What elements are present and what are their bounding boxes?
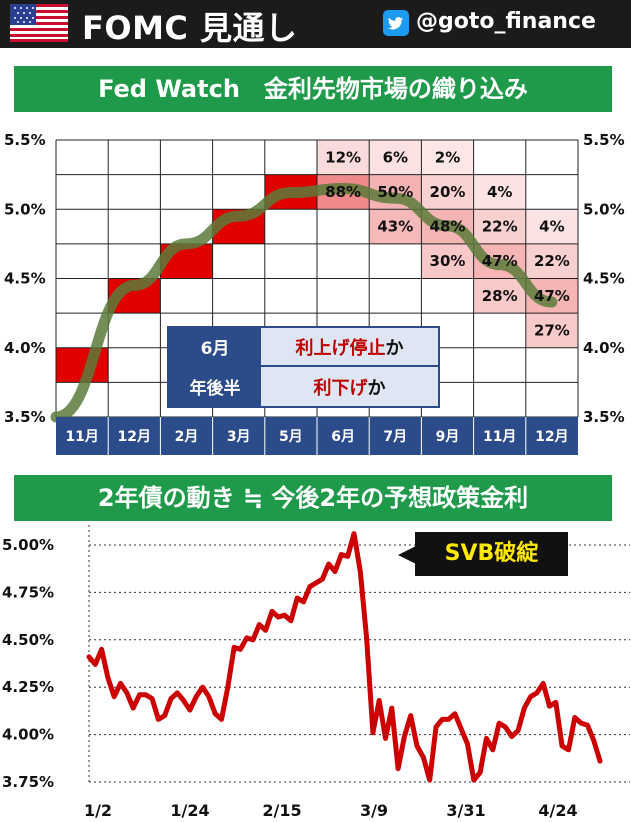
month-tick: 11月	[65, 429, 98, 445]
prob-label: 4%	[487, 183, 512, 201]
month-tick: 6月	[331, 429, 355, 445]
hike-cell	[108, 278, 161, 314]
svb-annotation: SVB破綻	[415, 532, 568, 576]
y-tick-right: 3.5%	[583, 408, 625, 426]
prob-cell	[421, 209, 474, 244]
prob-label: 27%	[534, 321, 570, 339]
prob-cell	[473, 209, 526, 244]
bond-title: 2年債の動き ≒ 今後2年の予想政策金利	[14, 475, 612, 521]
y-tick-right: 4.0%	[583, 339, 625, 357]
month-tick: 3月	[227, 429, 251, 445]
legend-question: か	[385, 337, 404, 359]
prob-label: 6%	[383, 148, 408, 166]
month-tick: 5月	[279, 429, 303, 445]
month-tick: 12月	[118, 429, 151, 445]
prob-label: 50%	[377, 183, 413, 201]
us-flag-icon	[10, 4, 68, 42]
bond-x-tick: 1/24	[170, 801, 209, 820]
legend-rate-cut: 利下げ	[313, 377, 368, 399]
prob-cell	[421, 174, 474, 210]
prob-label: 48%	[430, 218, 466, 236]
hike-cell	[160, 243, 213, 279]
legend-row-june: 6月 利上げ停止か	[169, 328, 438, 367]
bond-y-tick: 4.50%	[2, 631, 54, 649]
prob-cell	[421, 243, 474, 279]
annotation-pointer	[398, 546, 416, 564]
fedwatch-legend: 6月 利上げ停止か 年後半 利下げか	[167, 326, 440, 408]
legend-key-late-year: 年後半	[169, 367, 261, 406]
prob-label: 20%	[430, 183, 466, 201]
prob-label: 88%	[325, 183, 361, 201]
header-bar: FOMC 見通し @goto_finance	[0, 0, 631, 48]
prob-cell	[317, 174, 370, 210]
legend-question-2: か	[367, 377, 386, 399]
legend-value-june: 利上げ停止か	[261, 328, 438, 365]
bond-y-tick: 4.75%	[2, 583, 54, 601]
fedwatch-title: Fed Watch 金利先物市場の織り込み	[14, 66, 612, 112]
prob-cell	[369, 140, 422, 175]
prob-cell	[369, 174, 422, 210]
bond-y-tick: 4.25%	[2, 678, 54, 696]
hike-cell	[264, 174, 317, 210]
y-tick-right: 5.5%	[583, 131, 625, 149]
bond-x-tick: 2/15	[262, 801, 301, 820]
y-tick-right: 5.0%	[583, 200, 625, 218]
month-tick: 7月	[383, 429, 407, 445]
y-tick-left: 4.0%	[4, 339, 46, 357]
y-tick-left: 5.5%	[4, 131, 46, 149]
y-tick-right: 4.5%	[583, 270, 625, 288]
y-tick-left: 5.0%	[4, 200, 46, 218]
prob-cell	[525, 313, 578, 348]
bond-x-tick: 3/9	[360, 801, 388, 820]
bond-y-tick: 4.00%	[2, 726, 54, 744]
prob-label: 4%	[539, 218, 564, 236]
legend-row-late-year: 年後半 利下げか	[169, 367, 438, 406]
y-tick-left: 3.5%	[4, 408, 46, 426]
month-axis-bar	[56, 417, 578, 455]
prob-cell	[369, 209, 422, 244]
y-tick-left: 4.5%	[4, 270, 46, 288]
prob-cell	[473, 174, 526, 210]
prob-cell	[525, 278, 578, 314]
prob-label: 22%	[534, 252, 570, 270]
twitter-handle[interactable]: @goto_finance	[416, 9, 596, 34]
prob-label: 30%	[430, 252, 466, 270]
month-tick: 2月	[175, 429, 199, 445]
legend-hike-pause: 利上げ停止	[295, 337, 386, 359]
prob-cell	[473, 278, 526, 314]
legend-value-late-year: 利下げか	[261, 367, 438, 406]
prob-cell	[421, 140, 474, 175]
prob-label: 2%	[435, 148, 460, 166]
month-tick: 12月	[535, 429, 568, 445]
legend-key-june: 6月	[169, 328, 261, 365]
page-title: FOMC 見通し	[82, 9, 298, 47]
bond-y-tick: 5.00%	[2, 536, 54, 554]
prob-cell	[525, 209, 578, 244]
month-tick: 11月	[483, 429, 516, 445]
twitter-icon[interactable]	[383, 10, 409, 36]
hike-cell	[56, 347, 109, 383]
prob-cell	[525, 243, 578, 279]
prob-label: 28%	[482, 287, 518, 305]
prob-cell	[317, 140, 370, 175]
prob-label: 12%	[325, 148, 361, 166]
prob-label: 47%	[534, 287, 570, 305]
bond-x-tick: 4/24	[538, 801, 577, 820]
prob-label: 47%	[482, 252, 518, 270]
prob-label: 22%	[482, 218, 518, 236]
bond-x-tick: 1/2	[84, 801, 112, 820]
bond-y-tick: 3.75%	[2, 773, 54, 791]
month-tick: 9月	[436, 429, 460, 445]
bond-x-tick: 3/31	[446, 801, 485, 820]
prob-label: 43%	[377, 218, 413, 236]
prob-cell	[473, 243, 526, 279]
hike-cell	[212, 209, 265, 244]
